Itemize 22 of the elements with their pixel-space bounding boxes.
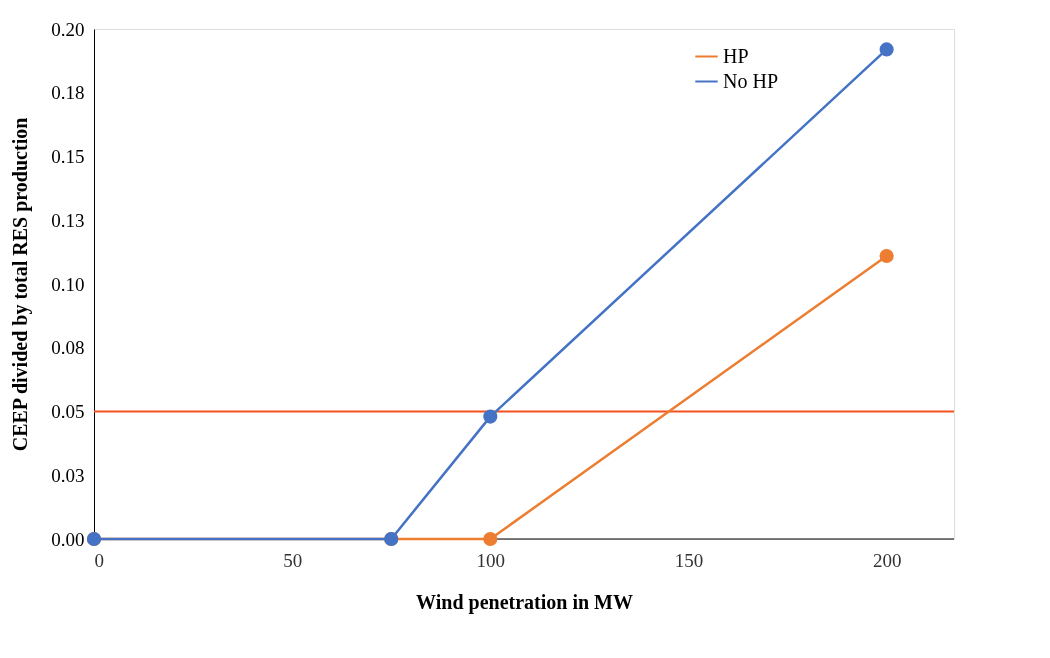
x-tick-label: 50 xyxy=(283,549,303,571)
legend-label: No HP xyxy=(723,69,779,92)
x-axis-title: Wind penetration in MW xyxy=(416,590,633,614)
x-tick-label: 100 xyxy=(476,549,506,571)
y-axis-title: CEEP divided by total RES production xyxy=(9,117,33,452)
y-tick-label: 0.05 xyxy=(51,401,85,422)
y-tick-label: 0.20 xyxy=(51,18,85,40)
y-tick-label: 0.00 xyxy=(51,528,85,550)
point xyxy=(879,42,894,57)
y-tick-label: 0.15 xyxy=(51,146,85,167)
point xyxy=(483,531,498,547)
legend-label: HP xyxy=(723,44,749,67)
x-tick-label: 150 xyxy=(674,549,704,571)
y-tick-label: 0.18 xyxy=(51,82,85,104)
point xyxy=(879,248,894,264)
y-tick-label: 0.13 xyxy=(51,209,85,231)
point xyxy=(483,409,498,424)
x-tick-label: 0 xyxy=(94,549,104,571)
y-tick-label: 0.03 xyxy=(51,464,85,486)
y-tick-label: 0.08 xyxy=(51,337,85,359)
y-tick-label: 0.10 xyxy=(51,273,85,295)
x-tick-label: 200 xyxy=(872,549,902,571)
